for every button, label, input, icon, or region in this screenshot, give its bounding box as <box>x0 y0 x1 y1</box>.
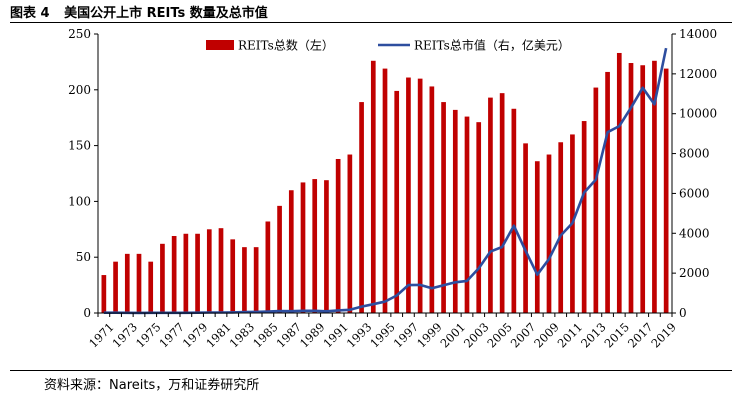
x-tick-label: 1973 <box>109 320 140 351</box>
left-tick-label: 0 <box>83 306 91 320</box>
x-tick-label: 2005 <box>484 320 515 351</box>
bar-2001 <box>452 109 458 313</box>
bar-2012 <box>581 121 587 313</box>
bar-1996 <box>394 90 400 313</box>
x-tick-label: 1987 <box>273 320 304 351</box>
bar-1992 <box>347 154 353 313</box>
bar-2007 <box>523 143 528 313</box>
bar-2013 <box>593 87 599 314</box>
title-divider <box>10 22 732 23</box>
x-tick-label: 1983 <box>227 320 258 351</box>
legend: REITs总数（左） REITs总市值（右，亿美元） <box>206 38 570 53</box>
x-tick-label: 1985 <box>250 320 281 351</box>
bar-1980 <box>206 229 212 313</box>
bar-2010 <box>558 142 564 313</box>
bar-1993 <box>359 102 364 314</box>
left-tick-label: 100 <box>68 194 91 208</box>
bar-1973 <box>124 253 130 313</box>
right-tick-label: 12000 <box>679 67 717 81</box>
x-tick-label: 2011 <box>555 320 586 351</box>
x-tick-label: 2009 <box>531 320 562 351</box>
bar-1997 <box>406 77 411 313</box>
x-tick-label: 1999 <box>414 320 445 351</box>
bar-2008 <box>534 161 540 313</box>
bar-2005 <box>499 93 505 313</box>
left-tick-label: 200 <box>68 83 91 97</box>
legend-bar-label: REITs总数（左） <box>238 38 334 53</box>
bar-2016 <box>628 63 634 314</box>
right-tick-label: 6000 <box>679 186 710 200</box>
bar-2004 <box>488 97 493 313</box>
x-tick-label: 2003 <box>461 320 492 351</box>
bar-2017 <box>640 65 646 313</box>
bar-2009 <box>546 154 552 313</box>
x-tick-label: 1997 <box>391 320 422 351</box>
bar-1971 <box>101 275 107 313</box>
right-tick-label: 10000 <box>679 107 717 121</box>
bar-1984 <box>253 247 259 313</box>
bar-1974 <box>136 253 142 313</box>
bar-2019 <box>663 68 669 313</box>
bar-1975 <box>148 261 154 313</box>
bar-1977 <box>171 235 177 313</box>
bar-1988 <box>300 182 306 313</box>
bar-2002 <box>464 116 470 313</box>
bar-1998 <box>417 78 423 313</box>
bar-1979 <box>195 233 200 313</box>
bar-2003 <box>476 122 482 313</box>
x-tick-label: 1991 <box>320 320 351 351</box>
x-tick-label: 2001 <box>437 320 468 351</box>
legend-bar-swatch <box>206 40 234 50</box>
right-tick-label: 14000 <box>679 27 717 41</box>
right-tick-label: 8000 <box>679 147 710 161</box>
x-tick-label: 1993 <box>344 320 375 351</box>
x-tick-label: 1981 <box>203 320 234 351</box>
bar-series <box>101 52 669 314</box>
bar-1991 <box>335 158 341 313</box>
right-tick-label: 2000 <box>679 266 710 280</box>
figure-title: 美国公开上市 REITs 数量及总市值 <box>64 6 268 21</box>
bar-1976 <box>160 243 165 313</box>
left-tick-label: 250 <box>68 27 91 41</box>
bar-1987 <box>288 190 294 313</box>
x-tick-label: 1977 <box>156 320 187 351</box>
left-tick-label: 50 <box>76 250 91 264</box>
bar-1999 <box>429 86 435 314</box>
bar-1989 <box>312 179 318 313</box>
x-tick-label: 1989 <box>297 320 328 351</box>
x-tick-label: 2017 <box>625 320 656 351</box>
figure-title-row: 图表 4 美国公开上市 REITs 数量及总市值 <box>10 2 278 21</box>
x-tick-label: 1979 <box>180 320 211 351</box>
bar-2000 <box>441 102 446 314</box>
bar-1995 <box>382 68 388 313</box>
bar-2006 <box>511 108 517 313</box>
x-tick-label: 2019 <box>648 320 679 351</box>
x-tick-label: 1995 <box>367 320 398 351</box>
bar-1981 <box>218 228 224 313</box>
source-note: 资料来源：Nareits，万和证券研究所 <box>44 378 260 393</box>
bar-1986 <box>277 205 282 313</box>
bar-1994 <box>370 60 376 314</box>
bar-1978 <box>183 233 189 313</box>
bar-1983 <box>242 247 247 313</box>
bar-2015 <box>616 52 622 314</box>
bar-1990 <box>324 180 329 313</box>
left-tick-label: 150 <box>68 139 91 153</box>
x-tick-label: 2015 <box>601 320 632 351</box>
x-tick-label: 1975 <box>133 320 164 351</box>
bar-1985 <box>265 221 271 313</box>
bar-2014 <box>605 71 610 313</box>
source-divider <box>10 370 732 371</box>
x-tick-label: 1971 <box>86 320 117 351</box>
bar-2018 <box>652 60 657 314</box>
right-tick-label: 4000 <box>679 226 710 240</box>
bar-1982 <box>230 239 236 313</box>
right-tick-label: 0 <box>679 306 687 320</box>
x-tick-label: 2013 <box>578 320 609 351</box>
legend-line-label: REITs总市值（右，亿美元） <box>414 38 570 53</box>
bar-1972 <box>113 261 118 313</box>
figure-number: 图表 4 <box>10 6 50 21</box>
x-tick-label: 2007 <box>508 320 539 351</box>
